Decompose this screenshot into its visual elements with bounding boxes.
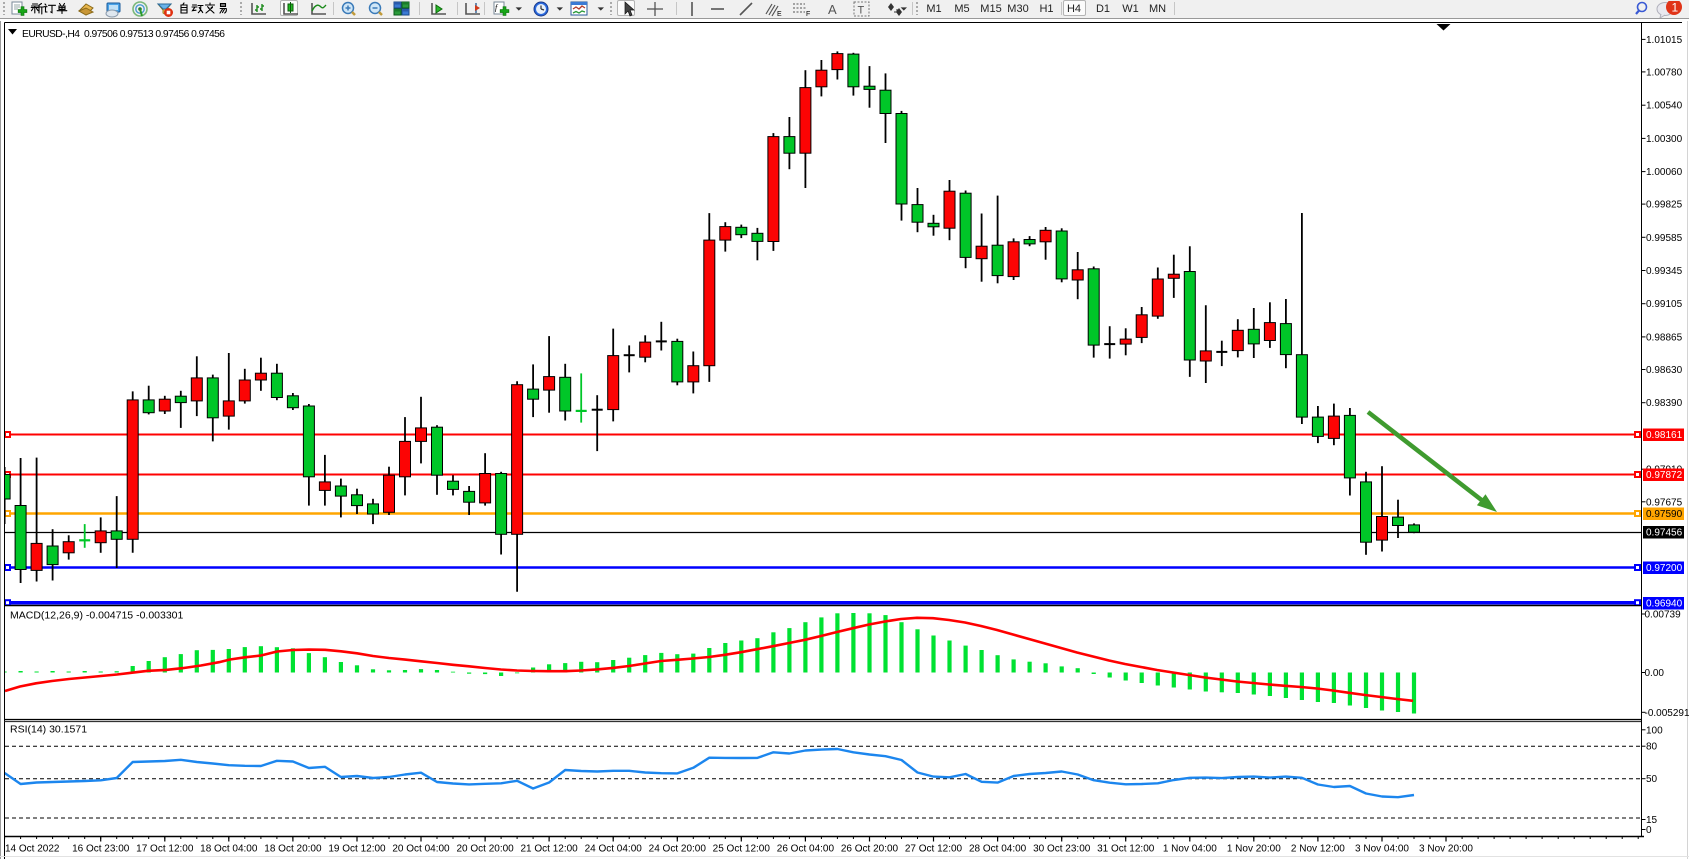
svg-text:25 Oct 12:00: 25 Oct 12:00 [713,844,771,855]
svg-text:26 Oct 20:00: 26 Oct 20:00 [841,844,899,855]
svg-text:0.99345: 0.99345 [1646,266,1683,277]
svg-text:0.98390: 0.98390 [1646,398,1683,409]
svg-text:1.01015: 1.01015 [1646,35,1683,46]
svg-text:14 Oct 2022: 14 Oct 2022 [5,844,60,855]
svg-text:f: f [495,3,499,12]
svg-text:27 Oct 12:00: 27 Oct 12:00 [905,844,963,855]
svg-text:0.97590: 0.97590 [1646,509,1683,520]
svg-text:1.00060: 1.00060 [1646,167,1683,178]
svg-text:100: 100 [1646,725,1663,736]
svg-text:18 Oct 04:00: 18 Oct 04:00 [200,844,258,855]
svg-text:3 Nov 20:00: 3 Nov 20:00 [1419,844,1473,855]
svg-text:0.98630: 0.98630 [1646,365,1683,376]
svg-text:1 Nov 04:00: 1 Nov 04:00 [1163,844,1217,855]
svg-text:0: 0 [1646,825,1652,836]
svg-text:2 Nov 12:00: 2 Nov 12:00 [1291,844,1345,855]
svg-text:0.97200: 0.97200 [1646,563,1683,574]
svg-text:F: F [806,11,810,18]
svg-text:31 Oct 12:00: 31 Oct 12:00 [1097,844,1155,855]
svg-text:0.99105: 0.99105 [1646,299,1683,310]
svg-text:0.97675: 0.97675 [1646,497,1683,508]
svg-text:19 Oct 12:00: 19 Oct 12:00 [328,844,386,855]
svg-text:EURUSD-,H4 0.97506 0.97513 0.: EURUSD-,H4 0.97506 0.97513 0.97456 0.974… [22,29,225,40]
svg-text:1: 1 [1672,1,1679,15]
svg-text:30 Oct 23:00: 30 Oct 23:00 [1033,844,1091,855]
svg-text:T: T [858,5,865,17]
svg-text:0.98865: 0.98865 [1646,332,1683,343]
svg-text:0.97872: 0.97872 [1646,470,1683,481]
svg-text:16 Oct 23:00: 16 Oct 23:00 [72,844,130,855]
svg-text:50: 50 [1646,774,1658,785]
svg-text:1.00780: 1.00780 [1646,67,1683,78]
svg-text:24 Oct 04:00: 24 Oct 04:00 [585,844,643,855]
svg-text:80: 80 [1646,742,1658,753]
svg-text:20 Oct 20:00: 20 Oct 20:00 [456,844,514,855]
svg-text:26 Oct 04:00: 26 Oct 04:00 [777,844,835,855]
svg-text:0.00739: 0.00739 [1645,610,1682,621]
svg-text:0.97456: 0.97456 [1646,528,1683,539]
svg-text:0.96940: 0.96940 [1646,599,1683,610]
svg-text:-0.005291: -0.005291 [1645,708,1689,719]
svg-text:0.99585: 0.99585 [1646,233,1683,244]
svg-text:A: A [828,2,837,17]
svg-text:24 Oct 20:00: 24 Oct 20:00 [649,844,707,855]
svg-text:0.00: 0.00 [1645,668,1665,679]
svg-text:0.99825: 0.99825 [1646,200,1683,211]
svg-text:20 Oct 04:00: 20 Oct 04:00 [392,844,450,855]
svg-text:1.00540: 1.00540 [1646,101,1683,112]
svg-text:3 Nov 04:00: 3 Nov 04:00 [1355,844,1409,855]
svg-text:17 Oct 12:00: 17 Oct 12:00 [136,844,194,855]
svg-text:E: E [777,11,782,18]
svg-text:18 Oct 20:00: 18 Oct 20:00 [264,844,322,855]
svg-text:MACD(12,26,9) -0.004715 -0.003: MACD(12,26,9) -0.004715 -0.003301 [10,610,184,622]
svg-text:1 Nov 20:00: 1 Nov 20:00 [1227,844,1281,855]
svg-text:1.00300: 1.00300 [1646,134,1683,145]
svg-text:21 Oct 12:00: 21 Oct 12:00 [520,844,578,855]
svg-text:0.98161: 0.98161 [1646,430,1683,441]
svg-text:28 Oct 04:00: 28 Oct 04:00 [969,844,1027,855]
svg-text:15: 15 [1646,815,1658,826]
svg-text:RSI(14) 30.1571: RSI(14) 30.1571 [10,724,87,736]
